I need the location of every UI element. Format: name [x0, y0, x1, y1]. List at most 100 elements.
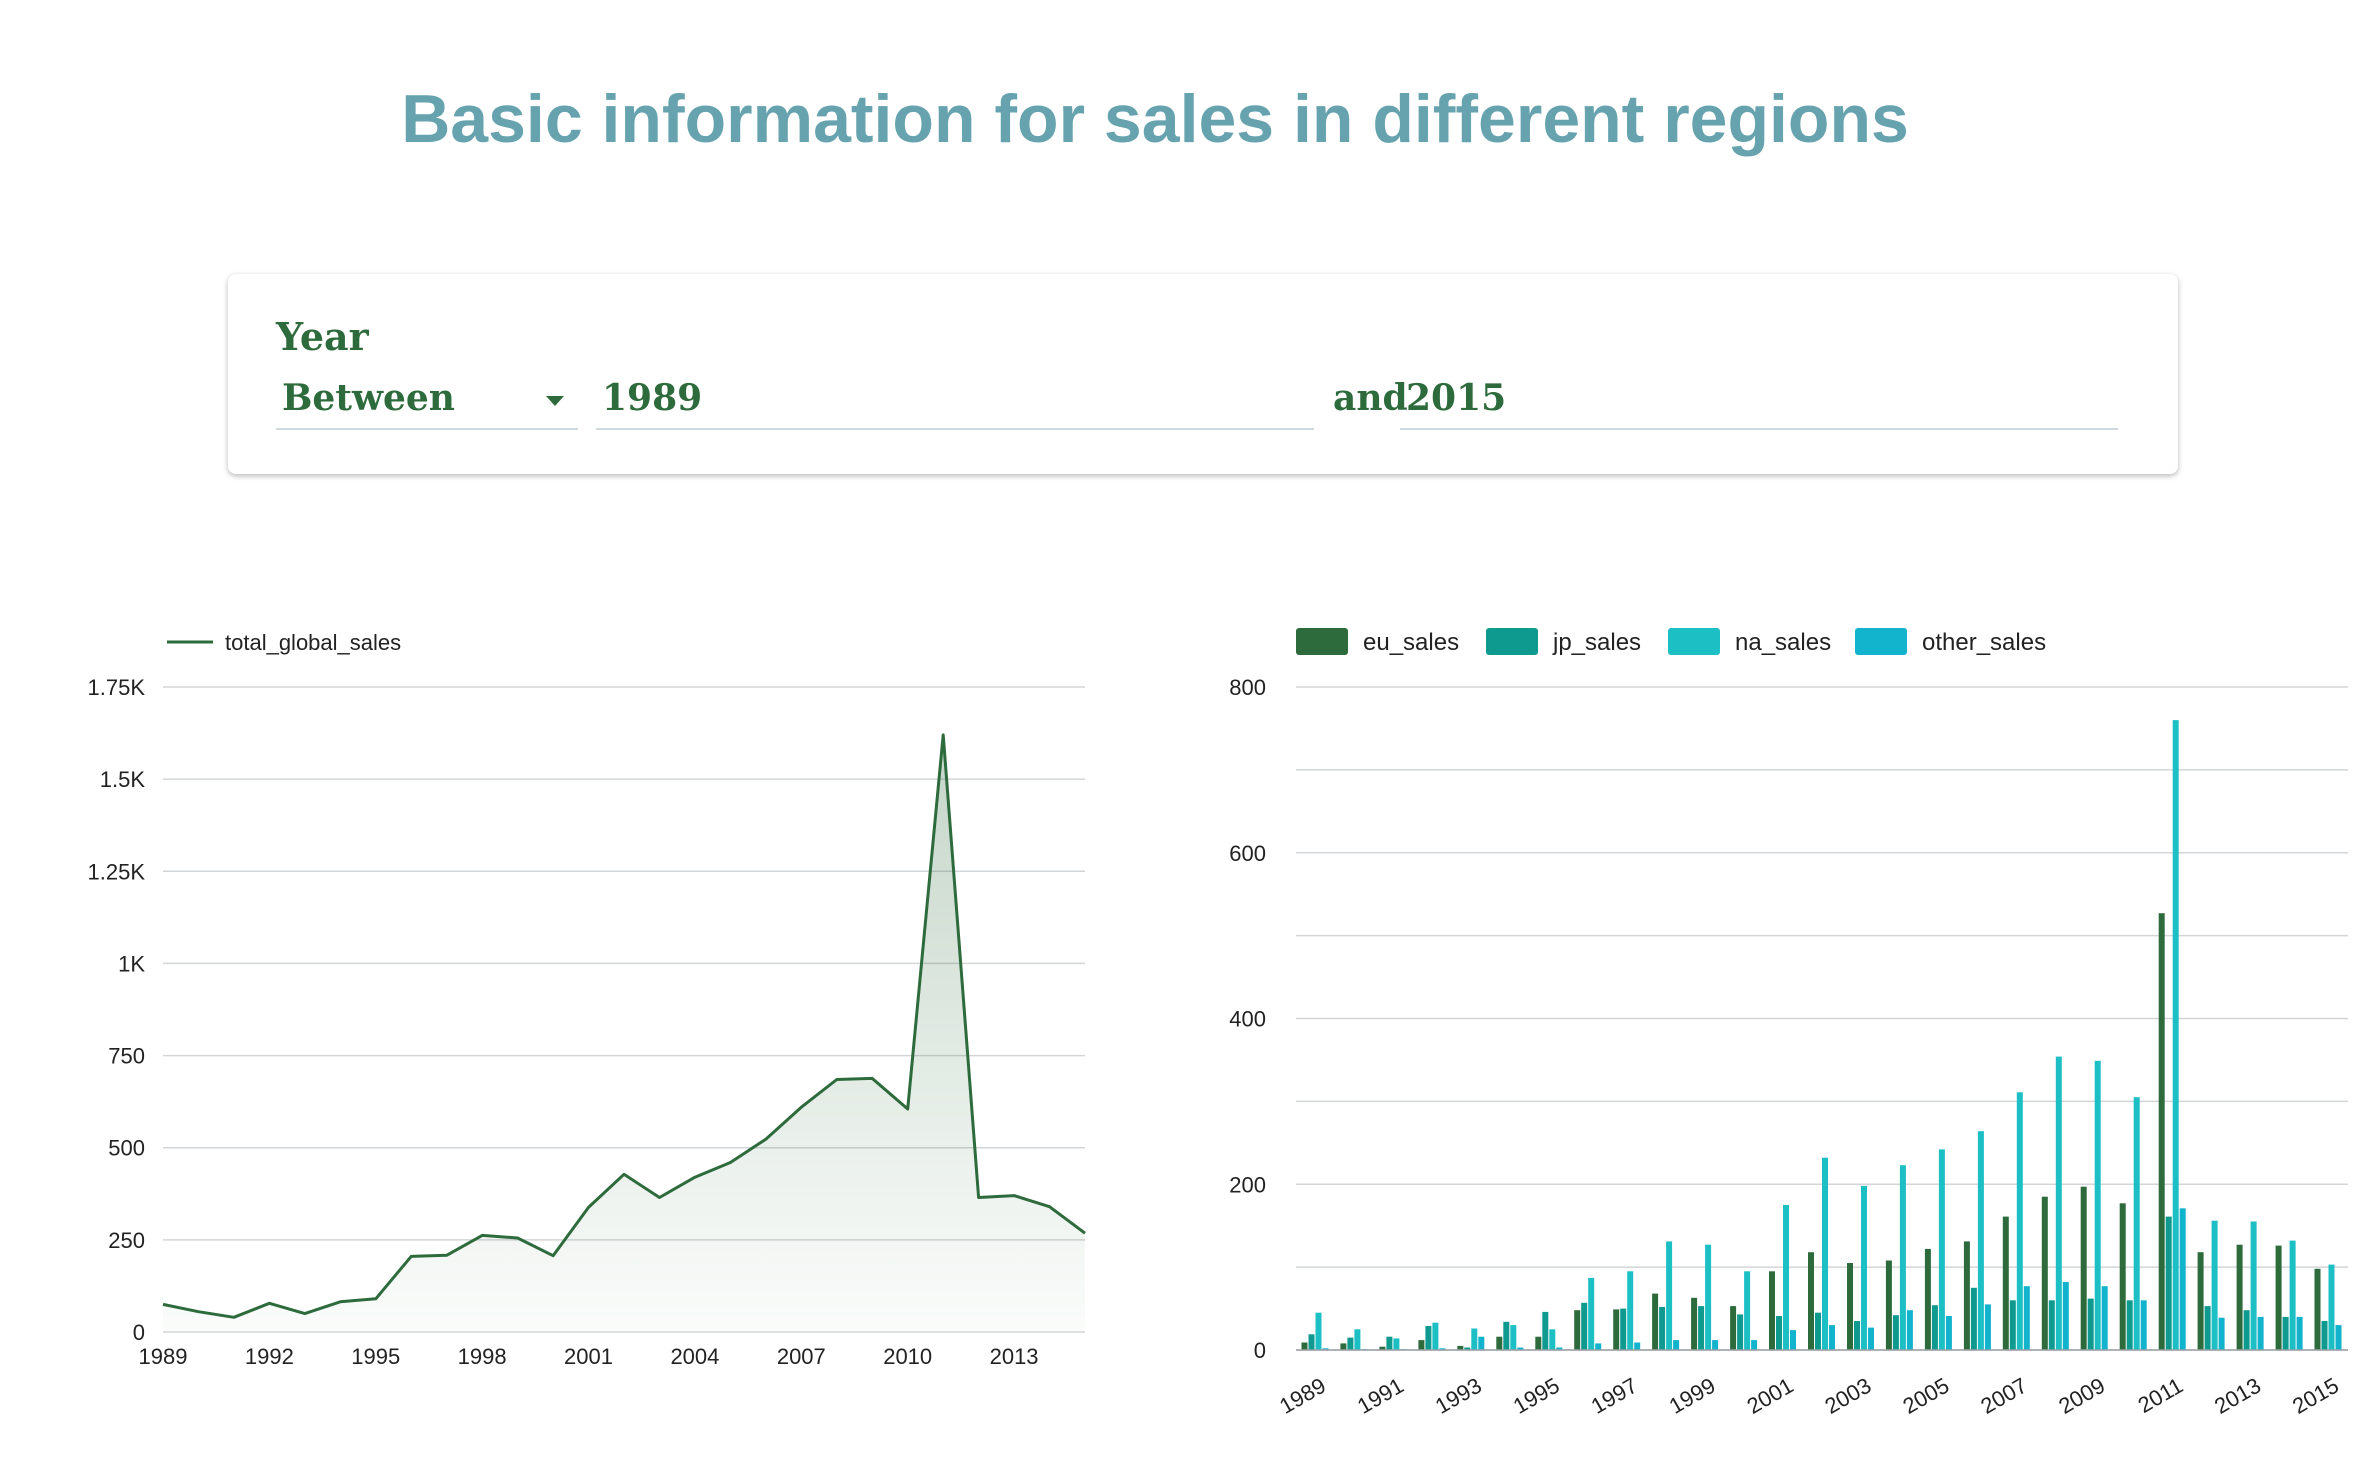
- bar-eu_sales: [2236, 1244, 2243, 1350]
- bar-na_sales: [2094, 1060, 2101, 1350]
- operator-value: Between: [282, 377, 455, 419]
- bar-eu_sales: [1301, 1342, 1308, 1350]
- area-fill: [163, 734, 1085, 1332]
- bar-jp_sales: [1464, 1347, 1471, 1350]
- bar-na_sales: [2016, 1092, 2023, 1350]
- bar-jp_sales: [1892, 1315, 1899, 1350]
- bar-eu_sales: [1769, 1271, 1775, 1350]
- y-tick-label: 0: [133, 1320, 145, 1345]
- x-tick-label: 2013: [2210, 1373, 2265, 1419]
- legend-swatch: [1486, 628, 1538, 655]
- x-tick-label: 2004: [670, 1344, 719, 1369]
- bar-na_sales: [1627, 1271, 1634, 1350]
- bar-eu_sales: [1691, 1297, 1698, 1350]
- bar-other_sales: [1829, 1325, 1835, 1350]
- y-tick-label: 200: [1229, 1172, 1266, 1197]
- bar-eu_sales: [1730, 1306, 1737, 1350]
- bar-eu_sales: [1847, 1263, 1853, 1350]
- bar-na_sales: [2250, 1221, 2257, 1350]
- bar-eu_sales: [1574, 1310, 1581, 1350]
- bar-eu_sales: [1613, 1309, 1620, 1350]
- bar-other_sales: [2296, 1316, 2303, 1350]
- series-line-total-global-sales: [162, 733, 1086, 1319]
- x-tick-label: 2001: [1743, 1373, 1798, 1419]
- x-tick-label: 1998: [458, 1344, 507, 1369]
- bar-other_sales: [2179, 1208, 2186, 1350]
- x-tick-label: 1991: [1353, 1373, 1408, 1419]
- x-tick-label: 2007: [1976, 1373, 2031, 1419]
- bar-eu_sales: [2002, 1216, 2009, 1350]
- y-tick-label: 1K: [118, 951, 145, 976]
- bar-jp_sales: [1815, 1312, 1821, 1350]
- legend-label: other_sales: [1922, 629, 2046, 656]
- legend-swatch: [1668, 628, 1720, 655]
- bar-other_sales: [1634, 1342, 1641, 1350]
- page-title: Basic information for sales in different…: [401, 81, 1909, 157]
- bar-eu_sales: [2314, 1268, 2321, 1350]
- bar-other_sales: [1439, 1348, 1446, 1350]
- bar-na_sales: [1588, 1277, 1595, 1350]
- bar-jp_sales: [1970, 1287, 1977, 1350]
- chevron-down-icon[interactable]: [546, 396, 564, 406]
- x-tick-label: 1989: [139, 1344, 188, 1369]
- bar-jp_sales: [1698, 1306, 1705, 1350]
- y-tick-label: 400: [1229, 1007, 1266, 1032]
- legend-label: na_sales: [1735, 629, 1831, 656]
- bar-na_sales: [1783, 1205, 1789, 1350]
- x-tick-label: 1993: [1431, 1373, 1486, 1419]
- bar-jp_sales: [2321, 1321, 2328, 1350]
- bar-jp_sales: [1620, 1308, 1627, 1350]
- bar-other_sales: [1868, 1327, 1874, 1350]
- bar-eu_sales: [1885, 1260, 1892, 1350]
- bar-other_sales: [2140, 1300, 2147, 1350]
- bar-na_sales: [2211, 1220, 2218, 1350]
- bar-jp_sales: [2243, 1310, 2250, 1350]
- bar-jp_sales: [1931, 1305, 1938, 1350]
- bar-na_sales: [2172, 720, 2179, 1350]
- bar-jp_sales: [1776, 1316, 1782, 1350]
- bar-jp_sales: [1308, 1334, 1315, 1350]
- bar-na_sales: [1393, 1338, 1400, 1350]
- bar-other_sales: [1556, 1347, 1563, 1350]
- bar-jp_sales: [1581, 1302, 1588, 1350]
- x-tick-label: 2013: [990, 1344, 1039, 1369]
- bar-eu_sales: [2275, 1245, 2282, 1350]
- bar-other_sales: [1322, 1348, 1329, 1350]
- bar-other_sales: [1790, 1330, 1796, 1350]
- bar-eu_sales: [2197, 1252, 2204, 1350]
- bar-jp_sales: [2087, 1298, 2094, 1350]
- x-tick-label: 1999: [1665, 1373, 1720, 1419]
- year-from-input[interactable]: 1989: [596, 372, 1314, 430]
- bar-other_sales: [1984, 1304, 1991, 1350]
- operator-select[interactable]: Between: [276, 372, 578, 430]
- year-to-input[interactable]: 2015: [1400, 372, 2118, 430]
- y-tick-label: 250: [108, 1228, 145, 1253]
- bar-eu_sales: [1963, 1241, 1970, 1350]
- bar-na_sales: [1977, 1131, 1984, 1350]
- bar-na_sales: [1315, 1312, 1322, 1350]
- x-tick-label: 1995: [351, 1344, 400, 1369]
- bar-jp_sales: [2126, 1300, 2133, 1350]
- bar-other_sales: [1906, 1310, 1913, 1350]
- bar-jp_sales: [1542, 1311, 1549, 1350]
- bar-na_sales: [1938, 1149, 1945, 1350]
- bar-eu_sales: [1924, 1248, 1931, 1350]
- bar-eu_sales: [1652, 1293, 1659, 1350]
- legend-label: jp_sales: [1552, 629, 1641, 656]
- bar-jp_sales: [1854, 1321, 1860, 1350]
- bar-other_sales: [1595, 1343, 1602, 1350]
- x-tick-label: 1992: [245, 1344, 294, 1369]
- bar-na_sales: [1822, 1157, 1828, 1350]
- bar-na_sales: [1899, 1165, 1906, 1350]
- bar-jp_sales: [2204, 1306, 2211, 1350]
- bar-other_sales: [2023, 1286, 2030, 1350]
- bar-other_sales: [2335, 1325, 2342, 1350]
- x-tick-label: 1989: [1275, 1373, 1330, 1419]
- bar-na_sales: [2328, 1264, 2335, 1350]
- bar-jp_sales: [2048, 1300, 2055, 1350]
- bar-na_sales: [2055, 1056, 2062, 1350]
- bar-jp_sales: [1347, 1337, 1354, 1350]
- bar-other_sales: [1673, 1340, 1680, 1350]
- y-tick-label: 1.25K: [88, 859, 146, 884]
- total-global-sales-chart: 0 250 500 750 1K 1.25K 1.5K 1.75K 1989 1992 1995 19…: [88, 630, 1086, 1369]
